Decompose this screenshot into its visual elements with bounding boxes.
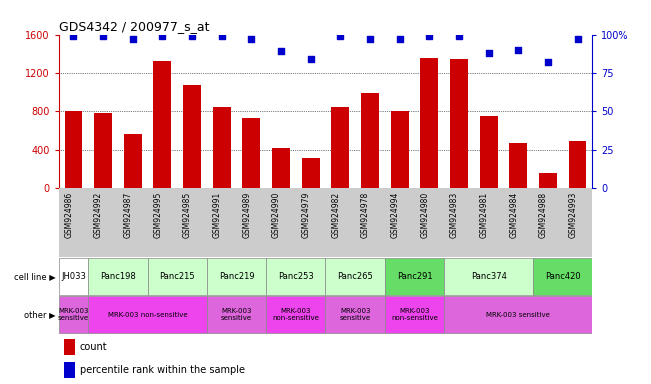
Text: GDS4342 / 200977_s_at: GDS4342 / 200977_s_at: [59, 20, 209, 33]
Point: [157, 33, 167, 39]
Point: [424, 33, 434, 39]
Text: GSM924993: GSM924993: [568, 192, 577, 238]
Point: [68, 33, 79, 39]
Bar: [539, 173, 557, 188]
Bar: [89, 258, 148, 295]
Bar: [124, 134, 142, 188]
Point: [217, 33, 227, 39]
Text: Panc253: Panc253: [278, 272, 314, 281]
Text: GSM924986: GSM924986: [64, 192, 74, 238]
Point: [128, 36, 138, 42]
Bar: [385, 258, 444, 295]
Bar: [148, 258, 207, 295]
Bar: [64, 362, 75, 378]
Bar: [213, 107, 230, 188]
Text: cell line ▶: cell line ▶: [14, 272, 55, 281]
Bar: [385, 296, 444, 333]
Text: GSM924980: GSM924980: [421, 192, 429, 238]
Text: Panc215: Panc215: [159, 272, 195, 281]
Point: [365, 36, 375, 42]
Text: Panc374: Panc374: [471, 272, 506, 281]
Text: MRK-003
sensitive: MRK-003 sensitive: [58, 308, 89, 321]
Point: [335, 33, 346, 39]
Text: GSM924988: GSM924988: [539, 192, 548, 238]
Point: [572, 36, 583, 42]
Text: other ▶: other ▶: [23, 310, 55, 319]
Bar: [59, 258, 89, 295]
Bar: [569, 141, 587, 188]
Text: GSM924989: GSM924989: [242, 192, 251, 238]
Text: GSM924990: GSM924990: [272, 192, 281, 238]
Text: MRK-003
sensitive: MRK-003 sensitive: [221, 308, 252, 321]
Bar: [154, 61, 171, 188]
Bar: [450, 59, 468, 188]
Text: GSM924979: GSM924979: [301, 192, 311, 238]
Bar: [533, 258, 592, 295]
Text: MRK-003 non-sensitive: MRK-003 non-sensitive: [108, 312, 187, 318]
Bar: [444, 258, 533, 295]
Text: percentile rank within the sample: percentile rank within the sample: [80, 365, 245, 375]
Text: GSM924978: GSM924978: [361, 192, 370, 238]
Bar: [242, 118, 260, 188]
Bar: [207, 296, 266, 333]
Bar: [480, 116, 497, 188]
Bar: [59, 296, 89, 333]
Text: Panc420: Panc420: [545, 272, 581, 281]
Bar: [421, 58, 438, 188]
Bar: [64, 339, 75, 355]
Text: GSM924985: GSM924985: [183, 192, 192, 238]
Text: GSM924981: GSM924981: [480, 192, 489, 238]
Text: JH033: JH033: [61, 272, 86, 281]
Text: Panc198: Panc198: [100, 272, 136, 281]
Bar: [444, 296, 592, 333]
Text: MRK-003
non-sensitive: MRK-003 non-sensitive: [391, 308, 438, 321]
Text: GSM924992: GSM924992: [94, 192, 103, 238]
Bar: [89, 296, 207, 333]
Point: [246, 36, 256, 42]
Bar: [266, 296, 326, 333]
Bar: [183, 86, 201, 188]
Text: GSM924983: GSM924983: [450, 192, 459, 238]
Bar: [272, 148, 290, 188]
Text: GSM924995: GSM924995: [154, 192, 162, 238]
Bar: [391, 111, 409, 188]
Text: count: count: [80, 342, 107, 352]
Point: [484, 50, 494, 56]
Text: Panc291: Panc291: [396, 272, 432, 281]
Point: [187, 33, 197, 39]
Bar: [302, 159, 320, 188]
Point: [98, 33, 108, 39]
Text: Panc265: Panc265: [337, 272, 373, 281]
Text: Panc219: Panc219: [219, 272, 255, 281]
Point: [276, 48, 286, 55]
Bar: [331, 107, 349, 188]
Point: [543, 59, 553, 65]
Text: GSM924982: GSM924982: [331, 192, 340, 238]
Text: MRK-003
sensitive: MRK-003 sensitive: [340, 308, 370, 321]
Bar: [509, 143, 527, 188]
Bar: [361, 93, 379, 188]
Point: [305, 56, 316, 62]
Point: [454, 33, 464, 39]
Text: MRK-003
non-sensitive: MRK-003 non-sensitive: [272, 308, 319, 321]
Point: [513, 47, 523, 53]
Point: [395, 36, 405, 42]
Bar: [326, 296, 385, 333]
Bar: [94, 113, 112, 188]
Bar: [64, 111, 82, 188]
Bar: [266, 258, 326, 295]
Text: GSM924994: GSM924994: [391, 192, 400, 238]
Text: GSM924987: GSM924987: [124, 192, 133, 238]
Bar: [207, 258, 266, 295]
Text: GSM924991: GSM924991: [213, 192, 222, 238]
Bar: [326, 258, 385, 295]
Text: GSM924984: GSM924984: [509, 192, 518, 238]
Text: MRK-003 sensitive: MRK-003 sensitive: [486, 312, 550, 318]
